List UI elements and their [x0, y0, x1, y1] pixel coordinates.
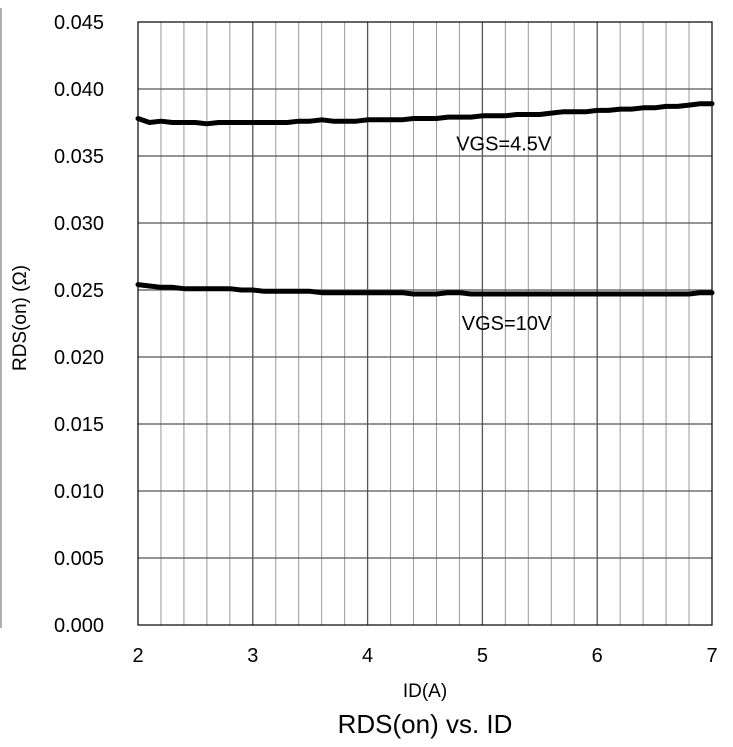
x-axis-title: ID(A): [403, 681, 447, 702]
y-axis-title: RDS(on) (Ω): [10, 265, 31, 371]
x-tick-label: 2: [132, 645, 143, 667]
y-tick-label: 0.045: [54, 12, 104, 34]
x-tick-label: 7: [706, 645, 717, 667]
y-tick-label: 0.025: [54, 280, 104, 302]
y-tick-label: 0.005: [54, 548, 104, 570]
annotations: VGS=4.5V VGS=10V: [456, 134, 552, 336]
x-tick-label: 6: [592, 645, 603, 667]
x-tick-label: 3: [247, 645, 258, 667]
major-grid: [138, 22, 712, 625]
plot-frame: [137, 21, 713, 626]
y-tick-label: 0.000: [54, 615, 104, 637]
x-tick-label: 4: [362, 645, 373, 667]
x-tick-label: 5: [477, 645, 488, 667]
y-tick-label: 0.035: [54, 146, 104, 168]
y-tick-label: 0.010: [54, 481, 104, 503]
x-tick-labels: 2 3 4 5 6 7: [132, 645, 717, 667]
series-annotation: VGS=10V: [462, 313, 552, 335]
y-tick-labels: 0.000 0.005 0.010 0.015 0.020 0.025 0.030 0.035…: [54, 12, 104, 637]
y-tick-label: 0.030: [54, 213, 104, 235]
y-tick-label: 0.015: [54, 414, 104, 436]
y-tick-label: 0.040: [54, 79, 104, 101]
series-line-1: [135, 101, 715, 127]
series-annotation: VGS=4.5V: [456, 134, 552, 156]
series-line-2: [135, 282, 715, 297]
y-tick-label: 0.020: [54, 347, 104, 369]
left-border-stub: [0, 8, 2, 628]
series-group: [135, 101, 715, 297]
chart-title: RDS(on) vs. ID: [338, 709, 513, 739]
